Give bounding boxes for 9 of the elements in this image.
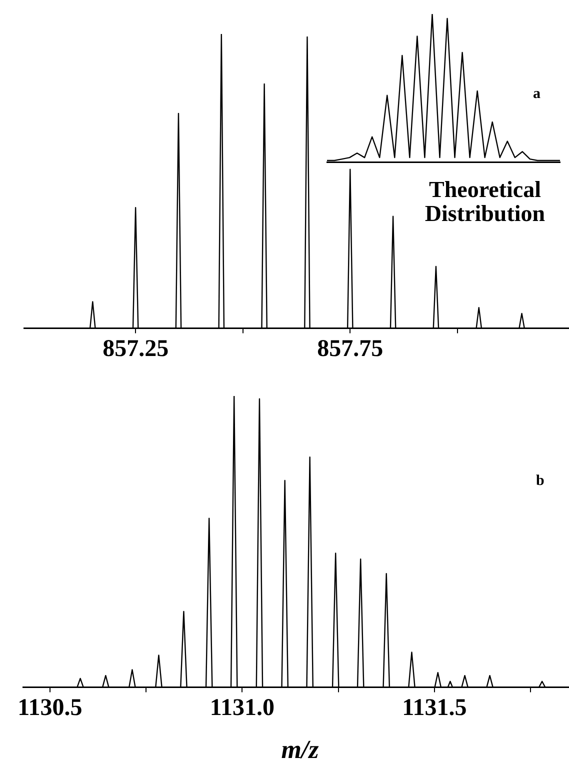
x-tick-label: 1131.5: [402, 694, 467, 721]
x-tick-label: 857.25: [102, 336, 169, 362]
x-axis-title: Theoretical Distribution: [424, 177, 546, 226]
x-tick-label: 1130.5: [18, 694, 82, 721]
text: a: [533, 86, 540, 103]
x-axis-title: m/z: [280, 735, 320, 764]
text: b: [536, 473, 544, 490]
x-tick-label: 857.75: [317, 336, 384, 362]
x-tick-label: 1131.0: [210, 694, 275, 721]
